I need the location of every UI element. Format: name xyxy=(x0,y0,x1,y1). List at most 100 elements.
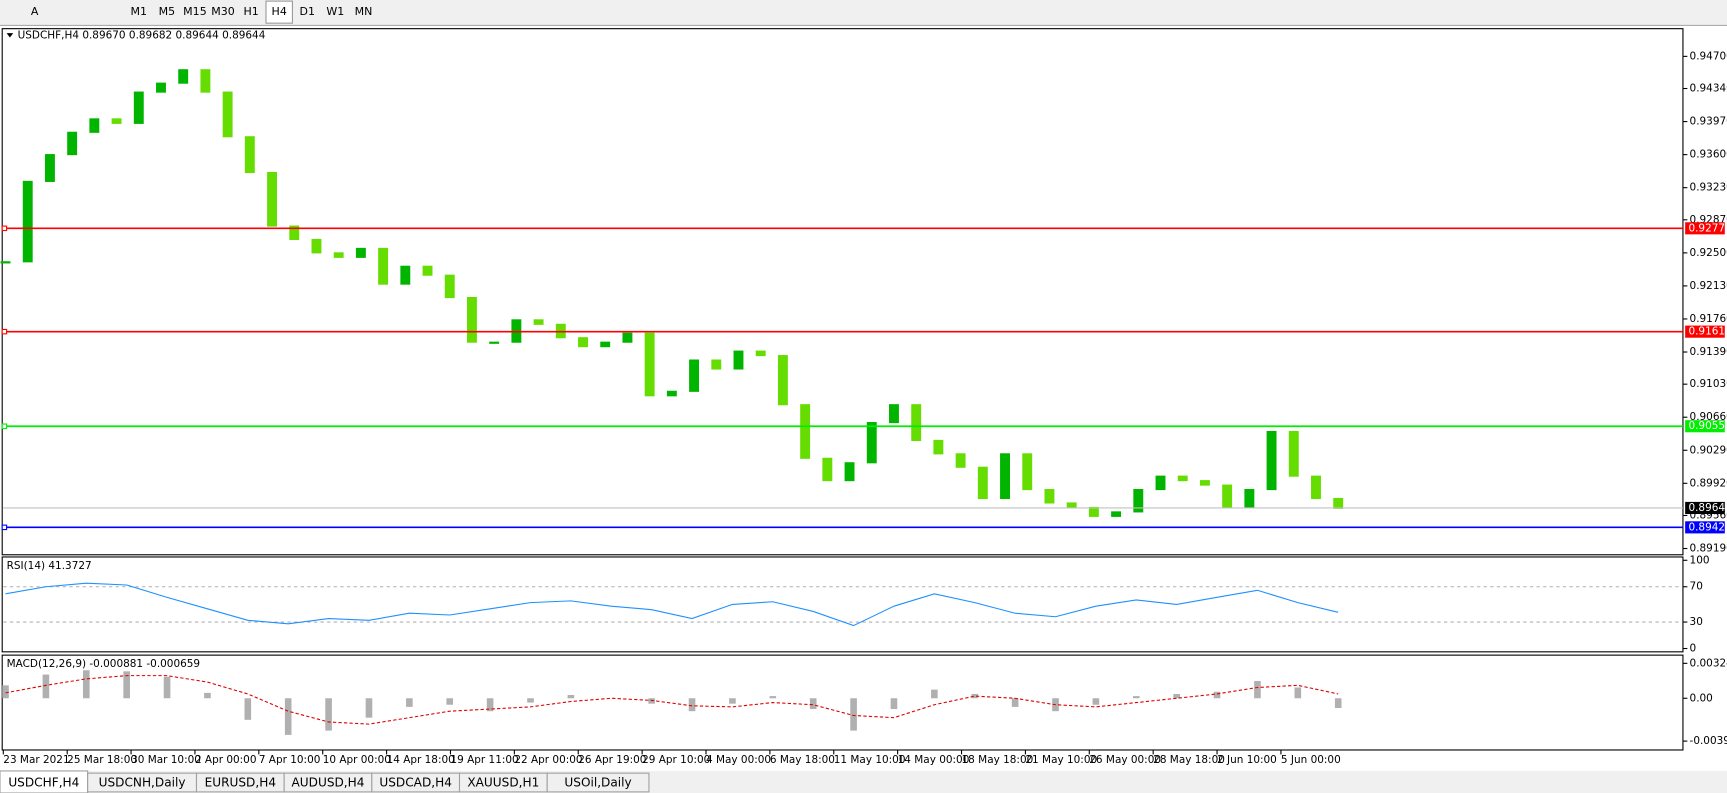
rsi-tick-label: 30 xyxy=(1690,616,1703,628)
candle xyxy=(44,154,55,182)
level-label: 0.90559 xyxy=(1688,420,1727,432)
candle xyxy=(689,359,700,392)
level-marker xyxy=(1,423,8,429)
macd-bar xyxy=(1213,691,1221,699)
x-tick-label: 23 Mar 2021 xyxy=(3,754,69,766)
candle xyxy=(244,136,255,174)
candle xyxy=(711,359,722,370)
tab-label[interactable]: EURUSD,H4 xyxy=(205,776,277,790)
macd-bar xyxy=(931,689,938,699)
candle xyxy=(911,404,922,441)
macd-label: MACD(12,26,9) -0.000881 -0.000659 xyxy=(7,658,200,670)
candle xyxy=(733,350,744,370)
macd-bar xyxy=(1132,696,1140,699)
tab-label[interactable]: USOil,Daily xyxy=(564,776,631,790)
level-label-box xyxy=(1685,521,1725,534)
candle xyxy=(466,296,477,343)
candle xyxy=(1288,430,1299,477)
macd-bar xyxy=(1092,698,1100,705)
x-tick-label: 25 Mar 18:00 xyxy=(67,754,137,766)
macd-bar xyxy=(244,698,252,720)
macd-bar xyxy=(204,692,211,699)
period-button[interactable]: M5 xyxy=(159,5,176,18)
x-tick-label: 30 Mar 10:00 xyxy=(131,754,201,766)
candle xyxy=(1088,506,1099,517)
candle xyxy=(489,341,500,344)
tab-label[interactable]: XAUUSD,H1 xyxy=(467,776,539,790)
level-label-box xyxy=(1685,222,1725,235)
x-tick-label: 14 Apr 18:00 xyxy=(387,754,455,766)
candle xyxy=(955,453,966,468)
rsi-tick-label: 100 xyxy=(1690,554,1710,566)
macd-pane xyxy=(1,654,1684,751)
tab-label[interactable]: USDCNH,Daily xyxy=(99,776,186,790)
candle xyxy=(1155,475,1166,491)
macd-bar xyxy=(365,698,373,718)
macd-bar xyxy=(809,698,817,710)
text-tool[interactable]: A xyxy=(31,5,39,18)
candle xyxy=(622,332,633,343)
candle xyxy=(889,404,899,424)
candle xyxy=(933,439,944,455)
macd-bar xyxy=(567,695,575,699)
rsi-label: RSI(14) 41.3727 xyxy=(7,560,92,572)
macd-bar xyxy=(406,698,413,707)
period-button[interactable]: D1 xyxy=(300,5,315,18)
candle xyxy=(1244,489,1255,508)
x-tick-label: 4 May 00:00 xyxy=(706,754,771,766)
candle xyxy=(1177,475,1188,482)
candle xyxy=(111,118,122,124)
macd-bar xyxy=(729,698,736,704)
level-label-box xyxy=(1685,420,1725,433)
period-button[interactable]: M30 xyxy=(211,5,235,18)
period-button[interactable]: H4 xyxy=(272,5,287,18)
tab-label[interactable]: USDCHF,H4 xyxy=(8,776,79,790)
candle xyxy=(1222,484,1233,508)
macd-bar xyxy=(769,696,777,699)
tab-label[interactable]: USDCAD,H4 xyxy=(379,776,452,790)
period-button[interactable]: M15 xyxy=(183,5,207,18)
candle xyxy=(444,274,455,299)
macd-bar xyxy=(446,698,454,705)
period-button[interactable]: W1 xyxy=(326,5,344,18)
x-tick-label: 11 May 10:00 xyxy=(834,754,906,766)
macd-bar xyxy=(850,698,857,731)
level-label: 0.89427 xyxy=(1688,521,1727,533)
candle xyxy=(400,265,411,285)
x-tick-label: 28 May 18:00 xyxy=(1153,754,1225,766)
header-arrow xyxy=(6,33,14,38)
x-tick-label: 19 Apr 11:00 xyxy=(450,754,518,766)
rsi-tick-label: 0 xyxy=(1690,643,1697,655)
period-button[interactable]: MN xyxy=(355,5,373,18)
candle xyxy=(178,69,189,84)
x-tick-label: 6 May 18:00 xyxy=(770,754,835,766)
macd-bar xyxy=(284,698,292,735)
period-button[interactable]: M1 xyxy=(131,5,148,18)
candle xyxy=(1066,502,1077,508)
x-tick-label: 21 May 10:00 xyxy=(1025,754,1097,766)
macd-bar xyxy=(890,698,898,710)
tab-label[interactable]: AUDUSD,H4 xyxy=(292,776,365,790)
candle xyxy=(355,247,366,258)
macd-bar xyxy=(1294,687,1302,699)
period-button[interactable]: H1 xyxy=(243,5,258,18)
candle xyxy=(1000,453,1010,500)
current-price-box xyxy=(1685,501,1725,515)
tab[interactable] xyxy=(546,772,650,793)
candle xyxy=(1333,497,1344,509)
macd-bar xyxy=(1173,693,1180,699)
candle xyxy=(755,350,766,357)
candle xyxy=(1111,511,1122,517)
